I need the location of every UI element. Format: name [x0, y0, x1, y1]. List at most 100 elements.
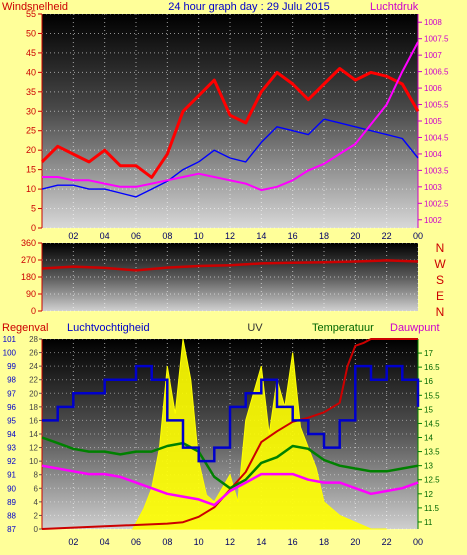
x-tick-label: 08 [162, 537, 172, 547]
y-right-tick-label: 1005 [424, 117, 442, 126]
uv-tick-label: 4 [34, 498, 39, 507]
uv-tick-label: 28 [29, 335, 38, 344]
panel-1-plot-area [42, 14, 418, 228]
y-tick-label: 270 [21, 255, 36, 265]
panel-1-grid [42, 13, 419, 229]
x-tick-label: 02 [68, 537, 78, 547]
x-tick-label: 22 [382, 231, 392, 241]
temp-tick-label: 12 [424, 490, 433, 499]
title: 24 hour graph day : 29 Julu 2015 [168, 1, 329, 13]
panel-3-temperature-axis: 11 11.5 12 12.5 13 13.5 14 14.5 15 15.5 16 16.5 17 [417, 339, 440, 529]
y-tick-label: 360 [21, 238, 36, 248]
y-tick-label: 90 [26, 289, 36, 299]
y-right-tick-label: 1004.5 [424, 133, 449, 142]
uv-tick-label: 2 [34, 511, 39, 520]
y-right-tick-label: 1007 [424, 51, 442, 60]
temp-tick-label: 16 [424, 377, 433, 386]
temp-tick-label: 15.5 [424, 391, 440, 400]
temp-tick-label: 14.5 [424, 419, 440, 428]
y-tick-label: 50 [26, 28, 36, 38]
humidity-tick-label: 99 [7, 362, 16, 371]
y-tick-label: 20 [26, 145, 36, 155]
series-temperatuur [41, 436, 419, 490]
series-windvlagen [40, 67, 420, 179]
temp-tick-label: 11 [424, 518, 433, 527]
panel-3-series [41, 338, 420, 530]
humidity-tick-label: 89 [7, 498, 16, 507]
series-windrichting [41, 259, 419, 272]
direction-label: N [436, 305, 445, 319]
humidity-tick-label: 93 [7, 444, 16, 453]
temp-tick-label: 11.5 [424, 504, 440, 513]
direction-label: N [436, 241, 445, 255]
y-tick-label: 35 [26, 87, 36, 97]
x-tick-label: 20 [350, 537, 360, 547]
humidity-tick-label: 97 [7, 389, 16, 398]
panel-1-series [40, 41, 420, 198]
series-regenval [41, 338, 418, 530]
panel-2-left-axis: 0 90 180 270 360 [21, 238, 43, 316]
panel-1-right-axis: 1002 1002.5 1003 1003.5 1004 1004.5 1005 1005.5… [417, 14, 449, 228]
y-tick-label: 5 [31, 204, 36, 214]
x-tick-label: 06 [131, 231, 141, 241]
humidity-tick-label: 101 [3, 335, 17, 344]
x-tick-label: 00 [413, 231, 423, 241]
x-tick-label: 10 [194, 231, 204, 241]
x-tick-label: 22 [382, 537, 392, 547]
dauwpunt-label: Dauwpunt [390, 322, 440, 334]
y-tick-label: 0 [31, 223, 36, 233]
uv-tick-label: 0 [34, 525, 39, 534]
humidity-tick-label: 94 [7, 430, 16, 439]
series-luchtdruk [42, 41, 419, 192]
panel-3-humidity-axis: 87 88 89 90 91 92 93 94 95 96 97 98 99 100 101 [3, 335, 17, 534]
uv-tick-label: 16 [29, 416, 38, 425]
y-right-tick-label: 1004 [424, 150, 442, 159]
uv-tick-label: 26 [29, 349, 38, 358]
humidity-tick-label: 96 [7, 403, 16, 412]
x-tick-label: 18 [319, 231, 329, 241]
humidity-tick-label: 87 [7, 525, 16, 534]
x-tick-label: 02 [68, 231, 78, 241]
temp-tick-label: 14 [424, 434, 433, 443]
direction-label: S [436, 273, 444, 287]
y-right-tick-label: 1007.5 [424, 35, 449, 44]
humidity-tick-label: 91 [7, 471, 16, 480]
series-uv [132, 338, 387, 530]
y-tick-label: 15 [26, 165, 36, 175]
temp-tick-label: 12.5 [424, 476, 440, 485]
temperatuur-label: Temperatuur [312, 322, 374, 334]
luchtvochtigheid-label: Luchtvochtigheid [67, 322, 150, 334]
y-right-tick-label: 1008 [424, 18, 442, 27]
uv-tick-label: 12 [29, 444, 38, 453]
y-right-tick-label: 1003.5 [424, 166, 449, 175]
y-tick-label: 45 [26, 48, 36, 58]
regenval-label: Regenval [2, 322, 48, 334]
temp-tick-label: 15 [424, 405, 433, 414]
y-right-tick-label: 1005.5 [424, 101, 449, 110]
windsnelheid-label: Windsnelheid [2, 1, 68, 13]
uv-tick-label: 14 [29, 430, 38, 439]
uv-tick-label: 20 [29, 389, 38, 398]
y-tick-label: 10 [26, 184, 36, 194]
x-tick-label: 04 [100, 231, 110, 241]
y-tick-label: 55 [26, 9, 36, 19]
x-tick-label: 14 [256, 231, 266, 241]
x-tick-label: 20 [350, 231, 360, 241]
temp-tick-label: 13 [424, 462, 433, 471]
panel-1-x-axis: 02 04 06 08 10 12 14 16 18 20 22 00 [68, 231, 423, 241]
uv-tick-label: 8 [34, 471, 39, 480]
y-right-tick-label: 1003 [424, 183, 442, 192]
humidity-tick-label: 95 [7, 416, 16, 425]
x-tick-label: 12 [225, 231, 235, 241]
x-tick-label: 12 [225, 537, 235, 547]
humidity-tick-label: 98 [7, 376, 16, 385]
direction-label: W [434, 257, 446, 271]
y-right-tick-label: 1002.5 [424, 199, 449, 208]
humidity-tick-label: 92 [7, 457, 16, 466]
series-windsnelheid [41, 118, 419, 198]
uv-label: UV [247, 322, 263, 334]
humidity-tick-label: 90 [7, 484, 16, 493]
